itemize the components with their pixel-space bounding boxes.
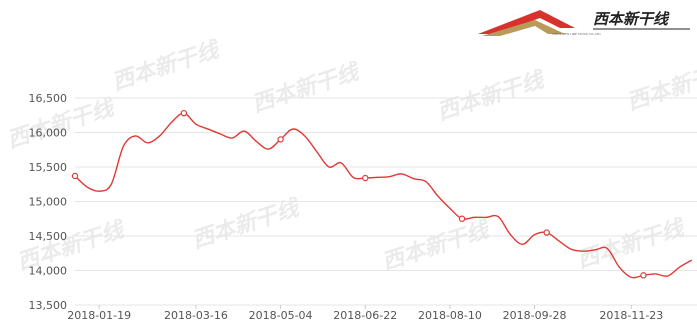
x-tick-label: 2018-09-28 [503,309,567,320]
brand-subtitle: XIBEN NEW LINE STOCK CO.,LTD [552,32,601,36]
y-axis-ticks: 13,500 14,000 14,500 15,000 15,500 16,000 16,5… [29,92,68,312]
y-tick-label: 14,500 [29,230,68,243]
y-tick-label: 16,000 [29,127,68,140]
y-tick-label: 15,500 [29,161,68,174]
data-point-marker [362,174,369,182]
logo-swoosh-icon [478,10,575,34]
y-tick-label: 15,000 [29,196,68,209]
y-tick-label: 13,500 [29,299,68,312]
x-tick-label: 2018-06-22 [333,309,397,320]
watermark-text: 西本新干线 [434,66,550,126]
data-point-marker [458,215,466,222]
x-tick-label: 2018-08-10 [418,309,482,320]
watermark-text: 西本新干线 [109,36,225,96]
brand-logo: 西本新干线 XIBEN NEW LINE STOCK CO.,LTD [478,10,690,36]
x-tick-label: 2018-11-23 [599,309,663,320]
x-tick-label: 2018-01-19 [67,309,131,320]
data-point-marker [71,172,79,180]
brand-name: 西本新干线 [593,10,670,28]
watermark-text: 西本新干线 [574,214,690,274]
watermark-text: 西本新干线 [189,194,305,254]
data-point-marker [180,109,188,117]
data-point-marker [543,229,550,236]
x-tick-label: 2018-05-04 [249,309,313,320]
y-tick-label: 14,000 [29,265,68,278]
x-tick-label: 2018-03-16 [164,309,228,320]
logo-swoosh-gold-icon [482,20,565,36]
data-point-marker [640,272,647,279]
watermark-text: 西本新干线 [249,58,365,118]
grid-lines [75,97,697,306]
y-tick-label: 16,500 [29,92,68,105]
watermark-text: 西本新干线 [624,56,697,116]
data-point-marker [277,136,284,143]
data-markers [71,109,647,279]
x-axis-ticks: 2018-01-19 2018-03-16 2018-05-04 2018-06-22… [67,305,663,320]
price-line [74,112,693,279]
watermark-text: 西本新干线 [379,216,495,276]
